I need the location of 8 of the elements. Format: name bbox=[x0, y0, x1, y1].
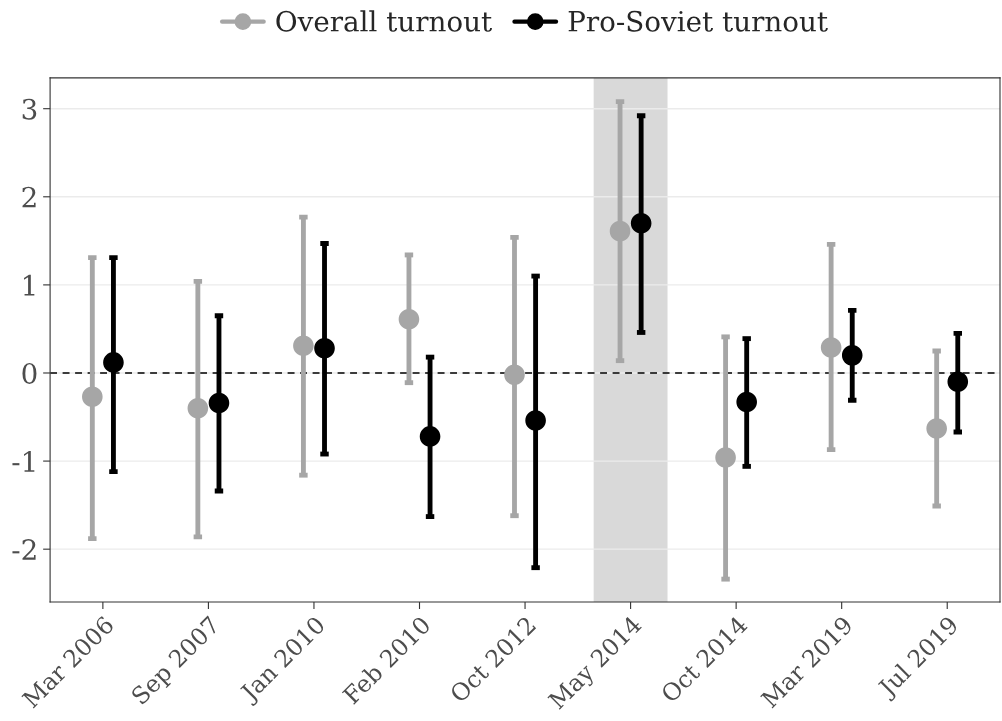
y-tick-label: 1 bbox=[24, 274, 35, 296]
y-tick-label: -2 bbox=[12, 539, 36, 560]
y-tick-label: 0 bbox=[22, 362, 37, 384]
y-tick-label: 3 bbox=[22, 98, 37, 120]
legend-label: Overall turnout bbox=[276, 10, 492, 32]
y-tick-label: -1 bbox=[12, 451, 35, 472]
legend-label: Pro-Soviet turnout bbox=[568, 10, 828, 32]
y-tick-label: 2 bbox=[22, 186, 36, 208]
